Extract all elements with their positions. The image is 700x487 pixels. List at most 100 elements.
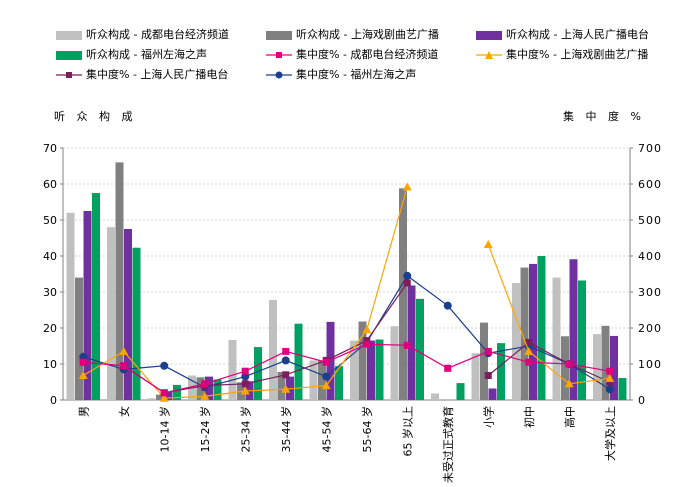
x-tick-label: 女 [117, 406, 131, 417]
x-tick-label: 45-54 岁 [319, 406, 333, 452]
line-marker [282, 347, 290, 355]
bar [350, 340, 358, 400]
legend-label: 听众构成 - 上海戏剧曲艺广播 [296, 28, 439, 41]
y-right-tick-label: 400 [638, 250, 662, 263]
y-right-tick-label: 200 [638, 322, 662, 335]
line-marker [444, 364, 452, 372]
bar [488, 388, 497, 400]
legend-swatch [56, 72, 82, 78]
line-marker [443, 301, 452, 310]
bar [390, 326, 399, 400]
line-marker [119, 346, 129, 355]
legend-item-bar-3: 听众构成 - 福州左海之声 [56, 48, 207, 62]
line-marker [322, 372, 331, 381]
line-marker [321, 381, 331, 390]
line-marker [363, 340, 371, 348]
bar [294, 323, 303, 400]
bar [497, 343, 505, 400]
line-marker [240, 386, 250, 395]
legend-swatch [56, 50, 82, 60]
bar [431, 393, 439, 400]
y-left-tick-label: 50 [43, 214, 57, 227]
legend-swatch [266, 71, 292, 79]
legend-item-line-2: 集中度% - 上海人民广播电台 [56, 68, 228, 82]
x-tick-label: 高中 [562, 406, 576, 428]
bar [66, 212, 75, 400]
bar [132, 247, 141, 400]
bar [416, 298, 424, 400]
bar [480, 322, 488, 400]
line-marker [79, 358, 87, 366]
series-line [83, 343, 610, 394]
legend-label: 听众构成 - 上海人民广播电台 [506, 28, 649, 41]
x-tick-label: 35-44 岁 [279, 406, 293, 452]
bar [147, 398, 156, 400]
series-line [487, 341, 610, 383]
y-right-tick-label: 300 [638, 286, 662, 299]
line-marker [201, 380, 209, 388]
bar [529, 263, 537, 400]
bar [456, 383, 465, 400]
line-marker [322, 358, 330, 366]
y-left-tick-label: 30 [43, 286, 57, 299]
x-tick-label: 55-64 岁 [360, 406, 374, 452]
legend-item-line-1: 集中度% - 上海戏剧曲艺广播 [476, 48, 648, 62]
bar [367, 340, 375, 400]
line-marker [160, 389, 168, 397]
line-marker [241, 367, 249, 375]
bar [578, 280, 586, 400]
legend-swatch [476, 30, 502, 40]
line-marker [605, 385, 614, 394]
legend-label: 集中度% - 上海戏剧曲艺广播 [506, 48, 649, 61]
y-left-tick-label: 20 [43, 322, 57, 335]
bar [75, 277, 83, 400]
y-left-tick-label: 70 [43, 142, 57, 155]
legend-swatch [56, 30, 82, 40]
bar [115, 162, 124, 400]
bar [601, 325, 610, 400]
line-marker [120, 362, 128, 370]
legend-swatch [266, 52, 292, 58]
y-axis-left-title: 听 众 构 成 [54, 110, 137, 123]
y-right-tick-label: 100 [638, 358, 662, 371]
legend-label: 听众构成 - 福州左海之声 [86, 48, 207, 61]
line-marker [606, 378, 614, 386]
bar [618, 378, 627, 400]
y-left-tick-label: 40 [43, 250, 57, 263]
line-marker [483, 239, 493, 248]
line-marker [159, 393, 169, 402]
bar [269, 299, 277, 400]
bar [569, 259, 578, 400]
bar [213, 379, 222, 400]
legend-label: 集中度% - 成都电台经济频道 [296, 48, 439, 61]
x-tick-label: 25-34 岁 [238, 406, 252, 452]
legend-item-bar-2: 听众构成 - 上海人民广播电台 [476, 28, 649, 42]
bar [593, 334, 601, 400]
line-marker [200, 391, 210, 400]
bar [407, 285, 416, 400]
line-marker [565, 360, 573, 368]
bar [156, 394, 164, 400]
line-marker [402, 182, 412, 191]
bar [173, 384, 181, 400]
bar [92, 193, 100, 400]
bar [205, 376, 213, 400]
bar [318, 360, 326, 400]
legend-label: 集中度% - 上海人民广播电台 [86, 68, 229, 81]
bar [358, 321, 367, 400]
line-marker [363, 337, 371, 345]
line-marker [281, 384, 291, 393]
y-right-tick-label: 700 [638, 142, 662, 155]
x-tick-label: 15-24 岁 [198, 406, 212, 452]
x-tick-label: 男 [77, 406, 90, 417]
bar [512, 283, 520, 400]
x-tick-label: 小学 [481, 406, 495, 428]
bar [254, 347, 262, 400]
line-marker [484, 372, 492, 380]
line-marker [484, 347, 492, 355]
bar [537, 256, 546, 400]
line-marker [160, 361, 169, 370]
bar [561, 336, 569, 400]
bar [124, 229, 132, 400]
